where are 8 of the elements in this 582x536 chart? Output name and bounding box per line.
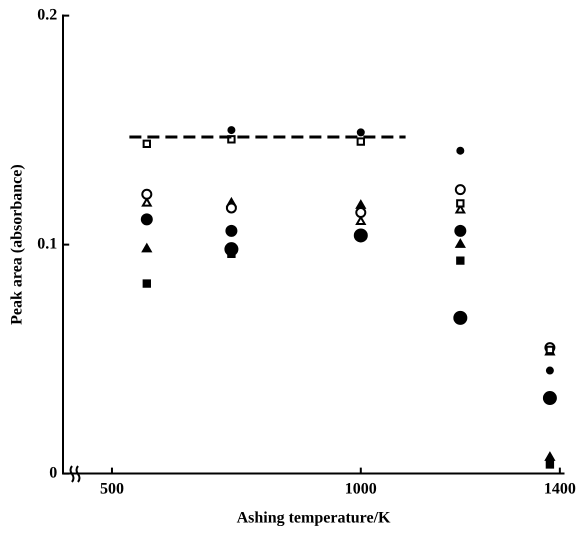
x-tick-label: 500 bbox=[100, 480, 124, 498]
y-tick-label: 0 bbox=[49, 464, 58, 482]
x-tick-label: 1000 bbox=[344, 480, 377, 498]
y-axis-title: Peak area (absorbance) bbox=[8, 164, 26, 325]
y-tick-label: 0.1 bbox=[37, 236, 58, 253]
x-tick-label: 1400 bbox=[544, 480, 576, 498]
y-tick-label: 0.2 bbox=[37, 6, 58, 24]
x-axis-title: Ashing temperature/K bbox=[236, 510, 392, 527]
